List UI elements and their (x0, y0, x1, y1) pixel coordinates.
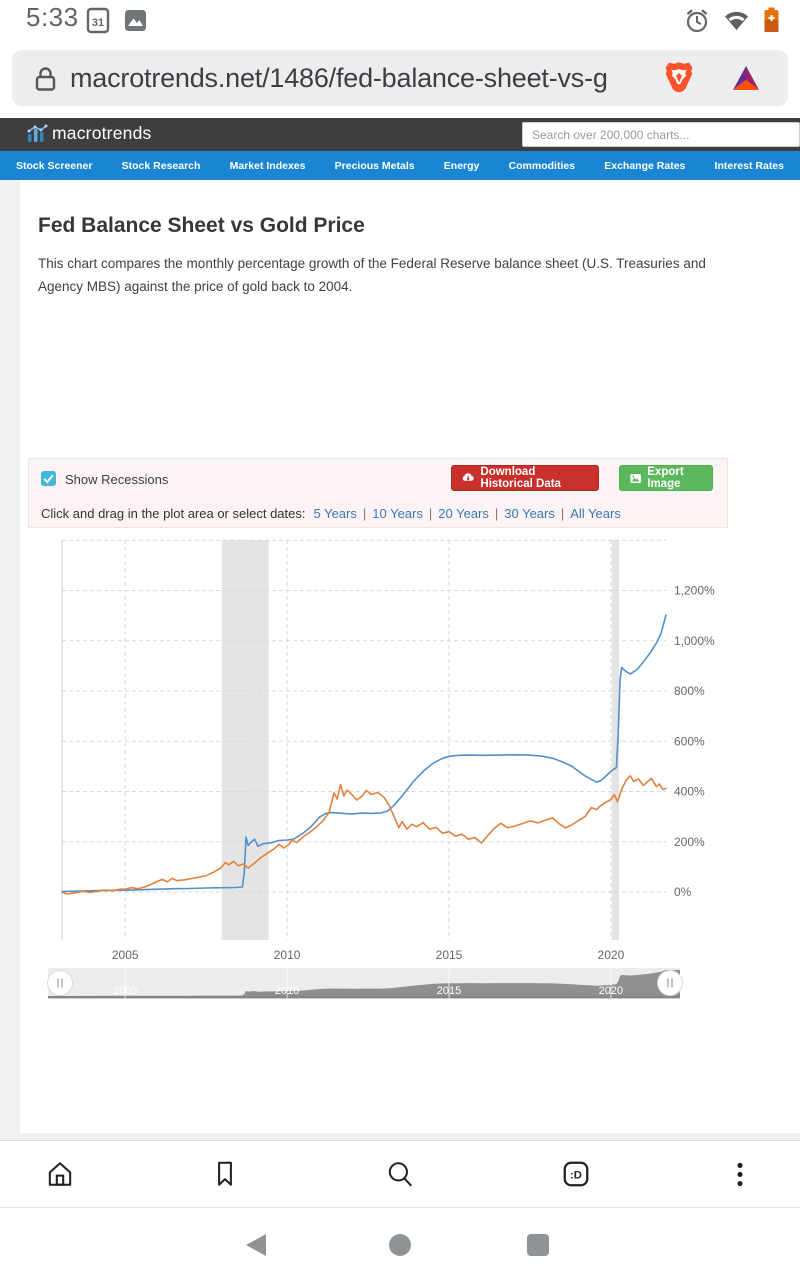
svg-text:2005: 2005 (113, 985, 137, 997)
nav-item-stock-research[interactable]: Stock Research (121, 159, 201, 172)
brave-shield-icon[interactable] (662, 61, 696, 102)
nav-item-energy[interactable]: Energy (443, 159, 480, 172)
nav-item-precious-metals[interactable]: Precious Metals (334, 159, 415, 172)
page-title: Fed Balance Sheet vs Gold Price (38, 214, 365, 237)
web-page: Fed Balance Sheet vs Gold Price This cha… (0, 180, 800, 1140)
bookmark-icon[interactable] (210, 1159, 240, 1194)
address-bar[interactable]: macrotrends.net/1486/fed-balance-sheet-v… (12, 50, 788, 106)
tab-switcher-icon[interactable]: :D (561, 1159, 591, 1194)
battery-icon (763, 6, 780, 39)
site-nav: Stock Screener Stock Research Market Ind… (0, 151, 800, 180)
svg-text::D: :D (570, 1170, 582, 1182)
svg-text:2020: 2020 (598, 948, 625, 962)
svg-text:0%: 0% (674, 885, 692, 899)
export-image-icon (630, 473, 641, 483)
svg-text:800%: 800% (674, 684, 705, 698)
svg-text:2005: 2005 (112, 948, 139, 962)
page-description: This chart compares the monthly percenta… (38, 256, 706, 294)
clock-time: 5:33 (26, 2, 79, 32)
range-link-10-years[interactable]: 10 Years (372, 506, 423, 521)
logo-text: macrotrends (52, 123, 152, 143)
show-recessions-label: Show Recessions (65, 472, 169, 487)
android-back-button[interactable] (246, 1234, 266, 1256)
android-nav-bar (0, 1207, 800, 1280)
site-header: macrotrends (0, 118, 800, 151)
svg-text:400%: 400% (674, 785, 705, 799)
navigator-left-handle[interactable] (47, 970, 73, 996)
site-search-input[interactable] (522, 122, 800, 147)
svg-text:1,000%: 1,000% (674, 634, 715, 648)
nav-item-exchange-rates[interactable]: Exchange Rates (604, 159, 686, 172)
chart-controls-panel: Show Recessions Download Historical Data… (28, 458, 728, 528)
svg-text:1,200%: 1,200% (674, 584, 715, 598)
download-historical-data-button[interactable]: Download Historical Data (451, 465, 599, 491)
svg-text:2015: 2015 (437, 985, 461, 997)
nav-item-market-indexes[interactable]: Market Indexes (229, 159, 306, 172)
browser-toolbar: :D (0, 1140, 800, 1207)
url-text[interactable]: macrotrends.net/1486/fed-balance-sheet-v… (70, 63, 608, 93)
lock-icon[interactable] (32, 65, 59, 97)
export-image-button[interactable]: Export Image (619, 465, 713, 491)
navigator-right-handle[interactable] (657, 970, 683, 996)
svg-text:2010: 2010 (274, 948, 301, 962)
show-recessions-checkbox[interactable] (41, 471, 56, 486)
macrotrends-logo-icon (27, 124, 48, 142)
svg-text:200%: 200% (674, 835, 705, 849)
svg-text:2010: 2010 (275, 985, 299, 997)
macrotrends-logo[interactable]: macrotrends (26, 123, 151, 144)
alarm-icon (684, 7, 710, 39)
android-recents-button[interactable] (527, 1234, 549, 1256)
range-prompt: Click and drag in the plot area or selec… (41, 506, 306, 521)
range-link-5-years[interactable]: 5 Years (313, 506, 357, 521)
svg-text:600%: 600% (674, 734, 705, 748)
nav-item-interest-rates[interactable]: Interest Rates (714, 159, 784, 172)
nav-item-commodities[interactable]: Commodities (508, 159, 576, 172)
android-home-button[interactable] (389, 1234, 411, 1256)
home-icon[interactable] (45, 1159, 75, 1194)
download-cloud-icon (462, 473, 474, 481)
svg-text:2015: 2015 (436, 948, 463, 962)
bat-token-icon[interactable] (730, 64, 762, 98)
status-bar: 5:33 31 (0, 0, 800, 40)
range-link-30-years[interactable]: 30 Years (504, 506, 555, 521)
browser-address-row: macrotrends.net/1486/fed-balance-sheet-v… (0, 40, 800, 118)
svg-text:2020: 2020 (599, 985, 623, 997)
page-content: Fed Balance Sheet vs Gold Price This cha… (20, 180, 800, 1133)
main-chart-svg: 0% 200% 400% 600% 800% 1,000% 1,200% 2005 2010 20… (47, 539, 715, 999)
range-link-all-years[interactable]: All Years (570, 506, 621, 521)
nav-item-stock-screener[interactable]: Stock Screener (16, 159, 93, 172)
calendar-icon: 31 (86, 7, 110, 39)
search-icon[interactable] (385, 1159, 415, 1194)
date-range-selector: Click and drag in the plot area or selec… (41, 506, 621, 521)
photos-icon (124, 9, 147, 37)
svg-text:31: 31 (92, 17, 104, 29)
range-link-20-years[interactable]: 20 Years (438, 506, 489, 521)
wifi-icon (723, 8, 750, 38)
fed-vs-gold-chart[interactable]: 0% 200% 400% 600% 800% 1,000% 1,200% 2005 2010 20… (28, 532, 728, 1010)
menu-kebab-icon[interactable] (725, 1159, 755, 1196)
